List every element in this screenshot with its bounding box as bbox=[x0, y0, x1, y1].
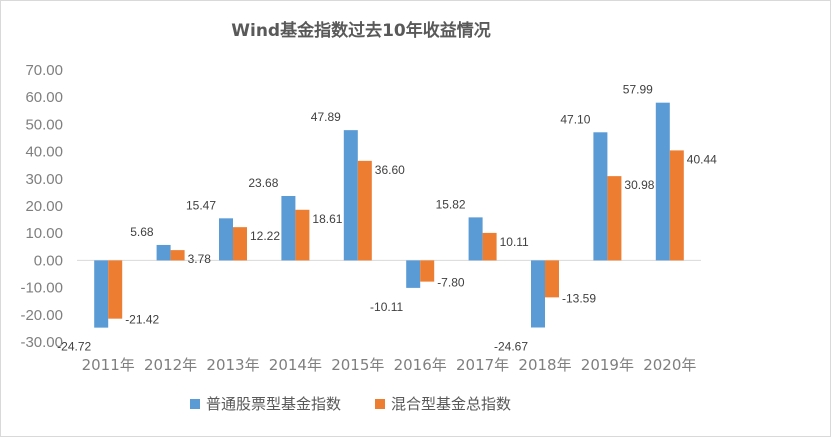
x-category-label: 2020年 bbox=[643, 356, 696, 374]
bar-stock-fund bbox=[593, 132, 608, 261]
data-label: -10.11 bbox=[370, 300, 403, 314]
y-tick-label: 50.00 bbox=[25, 116, 63, 133]
x-category-label: 2017年 bbox=[456, 356, 509, 374]
legend-item-stock-fund-label: 普通股票型基金指数 bbox=[206, 395, 341, 413]
y-axis: 70.00 60.00 50.00 40.00 30.00 20.00 10.00 0.00 -… bbox=[20, 62, 63, 351]
bar-mixed-fund bbox=[108, 260, 123, 319]
data-label: 18.61 bbox=[312, 212, 342, 226]
x-category-label: 2016年 bbox=[394, 356, 447, 374]
data-label: 57.99 bbox=[623, 83, 653, 97]
bar-mixed-fund bbox=[295, 209, 310, 261]
legend-item-mixed-fund-label: 混合型基金总指数 bbox=[391, 395, 511, 413]
data-label: 36.60 bbox=[375, 163, 405, 177]
bar-mixed-fund bbox=[607, 176, 622, 261]
data-label: -24.72 bbox=[57, 340, 91, 354]
bar-stock-fund bbox=[219, 218, 233, 261]
bar-stock-fund bbox=[406, 260, 421, 288]
data-label: 10.11 bbox=[500, 235, 529, 249]
bar-mixed-fund bbox=[482, 232, 497, 261]
bar-mixed-fund bbox=[669, 150, 684, 261]
x-category-label: 2014年 bbox=[269, 356, 322, 374]
bar-stock-fund bbox=[531, 260, 545, 328]
bar-stock-fund bbox=[655, 102, 670, 261]
y-tick-label: 70.00 bbox=[25, 62, 63, 79]
data-label: 12.22 bbox=[250, 229, 280, 243]
legend-item-stock-fund-swatch bbox=[190, 399, 200, 409]
data-label: 15.82 bbox=[436, 197, 466, 211]
data-label: 23.68 bbox=[248, 176, 278, 190]
y-tick-label: 60.00 bbox=[25, 89, 63, 106]
x-category-label: 2013年 bbox=[206, 356, 259, 374]
y-tick-label: 40.00 bbox=[25, 144, 63, 161]
data-label: 3.78 bbox=[188, 252, 212, 266]
data-label: -24.67 bbox=[494, 340, 528, 354]
y-tick-label: 20.00 bbox=[25, 198, 63, 215]
legend: 普通股票型基金指数 混合型基金总指数 bbox=[190, 395, 511, 413]
chart-title: Wind基金指数过去10年收益情况 bbox=[231, 20, 491, 41]
y-tick-label: 30.00 bbox=[25, 171, 63, 188]
bar-stock-fund bbox=[94, 260, 109, 328]
bar-mixed-fund bbox=[357, 160, 372, 261]
data-label: 47.89 bbox=[311, 110, 341, 124]
data-label: 47.10 bbox=[560, 112, 590, 126]
bar-mixed-fund bbox=[233, 227, 247, 261]
x-category-label: 2011年 bbox=[82, 356, 135, 374]
x-category-label: 2018年 bbox=[518, 356, 571, 374]
y-tick-label: 0.00 bbox=[34, 252, 63, 269]
data-label: 40.44 bbox=[687, 152, 717, 166]
x-category-label: 2012年 bbox=[144, 356, 197, 374]
bar-mixed-fund bbox=[420, 260, 435, 282]
x-axis: 2011年 2012年 2013年 2014年 2015年 2016年 2017年 2018年… bbox=[82, 356, 697, 374]
data-labels-group: -24.72 -21.42 5.68 3.78 15.47 12.22 23.68 18.61… bbox=[57, 83, 717, 354]
data-label: 30.98 bbox=[624, 178, 654, 192]
x-category-label: 2019年 bbox=[581, 356, 634, 374]
bar-stock-fund bbox=[156, 244, 171, 261]
bar-stock-fund bbox=[281, 195, 296, 261]
bar-mixed-fund bbox=[170, 250, 185, 261]
data-label: -21.42 bbox=[125, 313, 159, 327]
bar-mixed-fund bbox=[545, 260, 559, 298]
y-tick-label: -10.00 bbox=[20, 280, 63, 297]
x-category-label: 2015年 bbox=[331, 356, 384, 374]
y-tick-label: -30.00 bbox=[20, 334, 63, 351]
data-label: 5.68 bbox=[130, 225, 154, 239]
y-tick-label: 10.00 bbox=[25, 225, 63, 242]
bar-stock-fund bbox=[468, 217, 483, 261]
data-label: -7.80 bbox=[437, 276, 465, 290]
y-tick-label: -20.00 bbox=[20, 307, 63, 324]
data-label: 15.47 bbox=[186, 198, 216, 212]
legend-item-mixed-fund-swatch bbox=[375, 399, 385, 409]
data-label: -13.59 bbox=[562, 291, 596, 305]
bars-group bbox=[94, 102, 684, 328]
bar-stock-fund bbox=[343, 130, 358, 261]
